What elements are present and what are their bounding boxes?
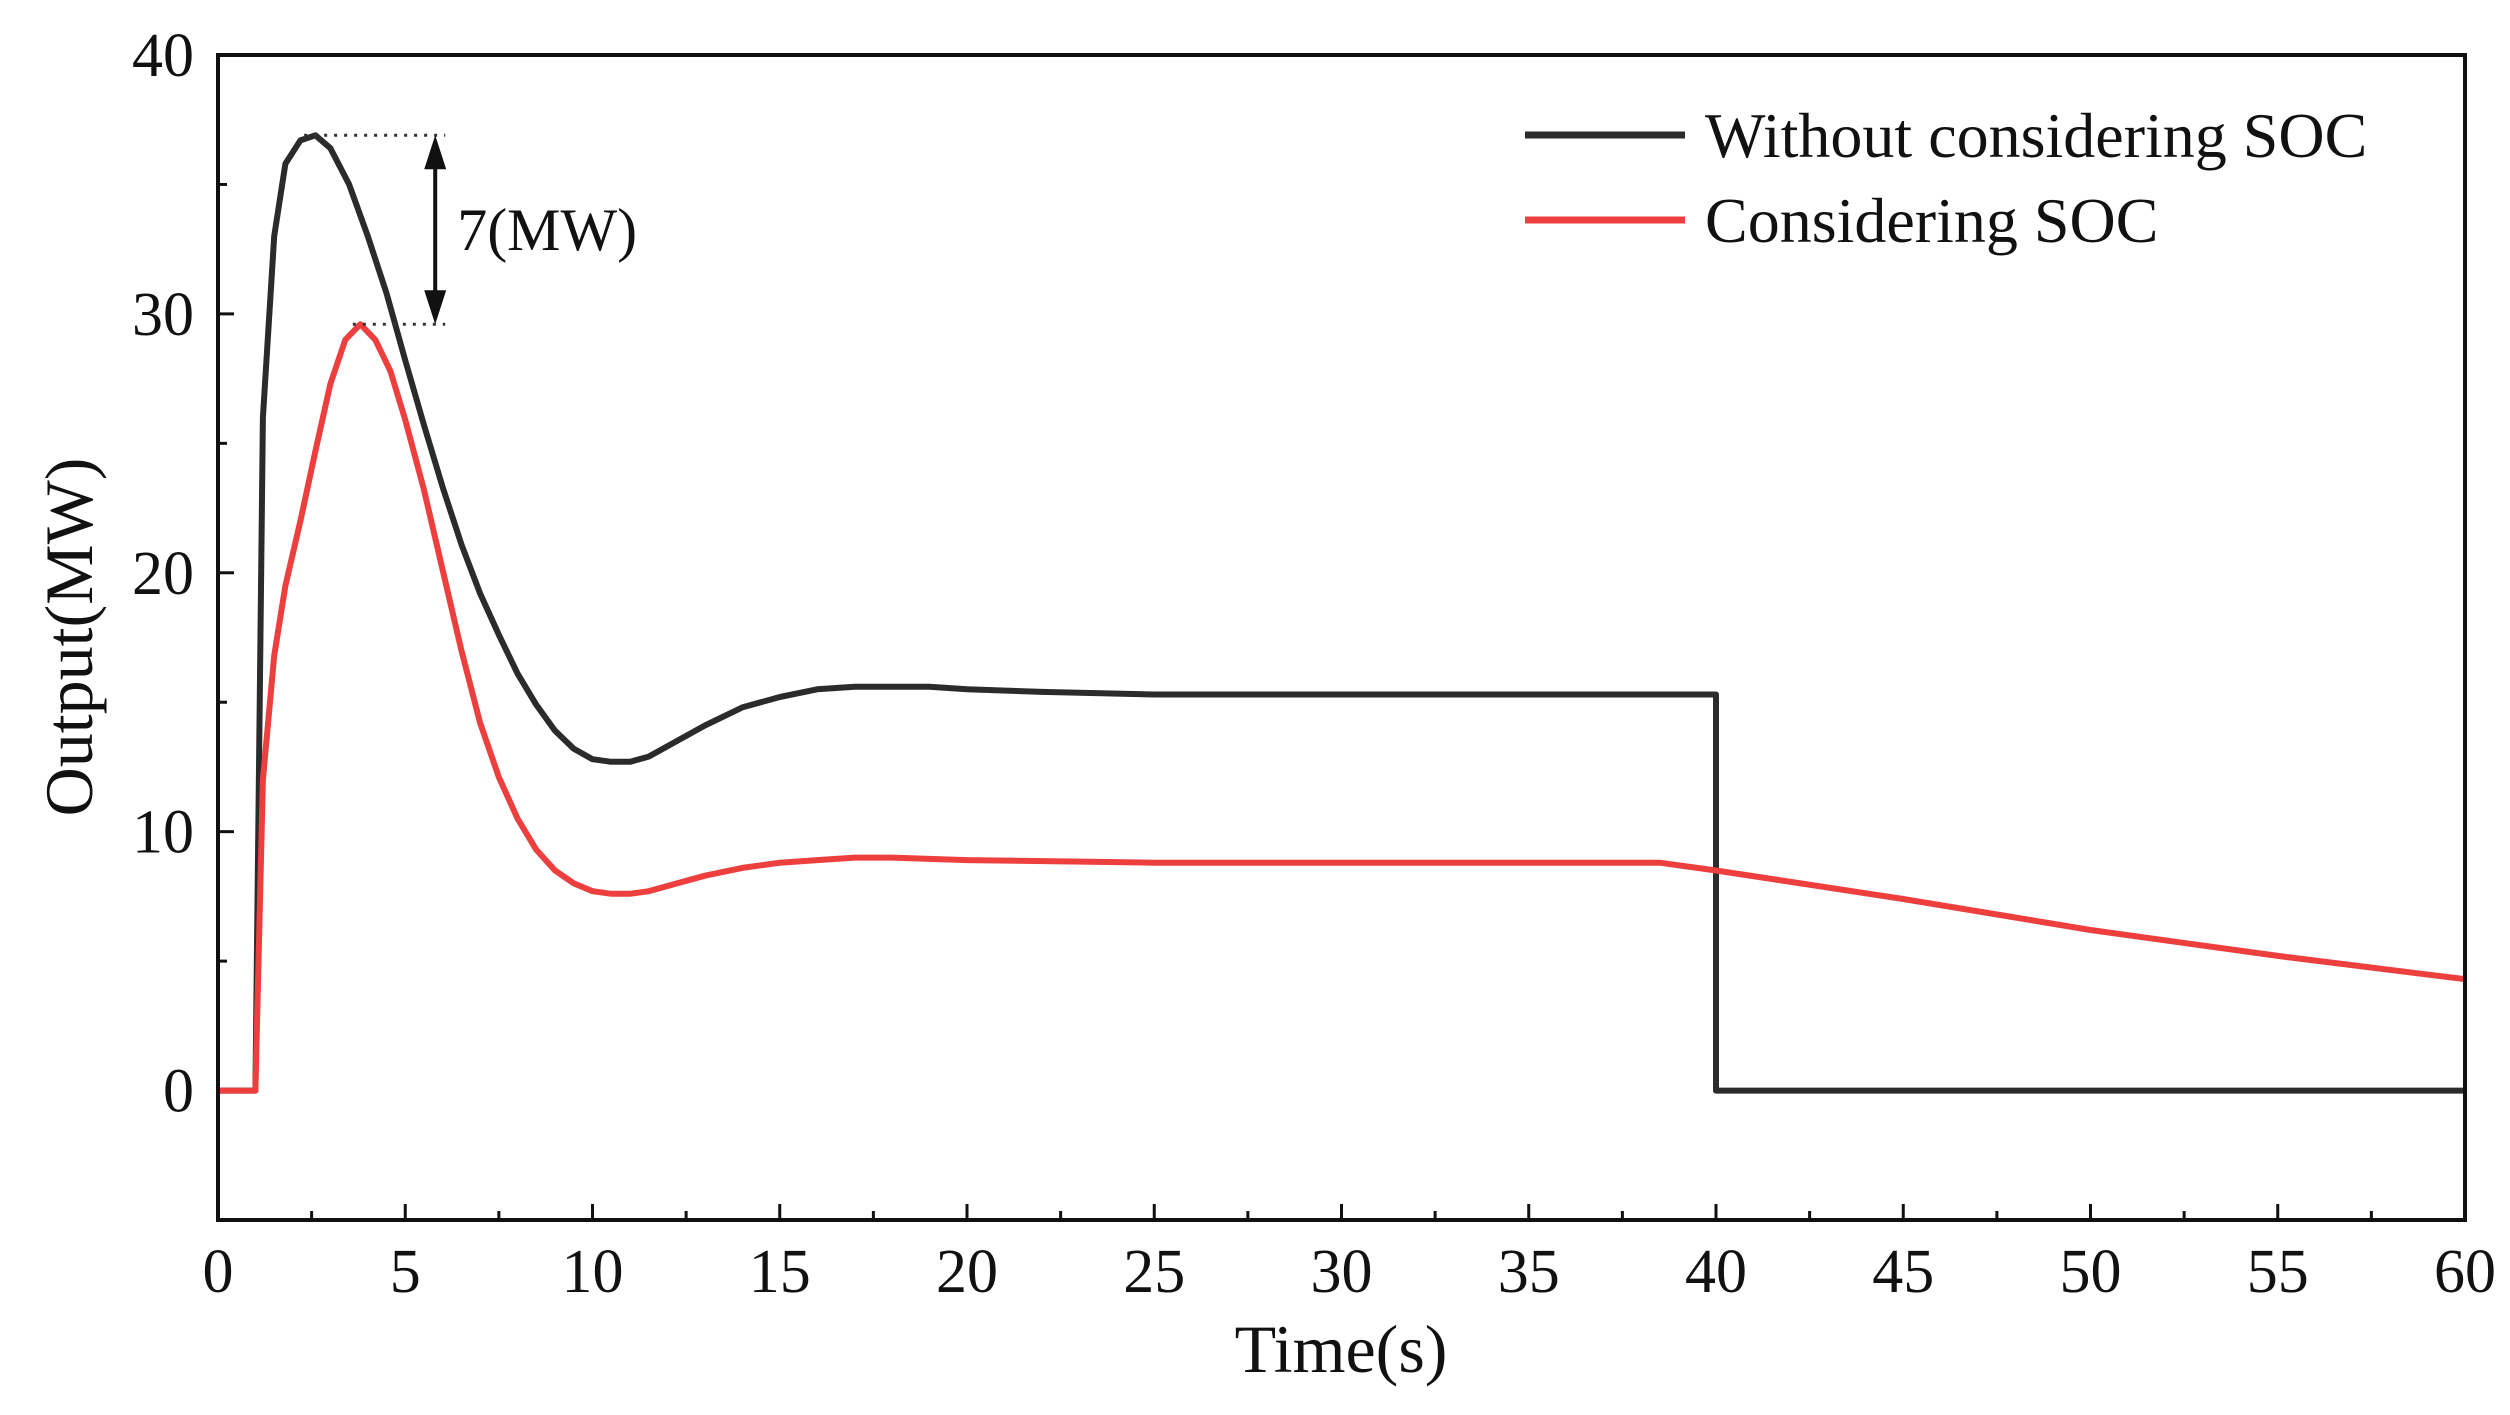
x-axis: 0 5 10 15 20 25 30 35 40 45 50 55 60 (203, 1204, 2496, 1306)
legend: Without considering SOC Considering SOC (1525, 100, 2367, 256)
y-axis: 0 10 20 30 40 (132, 22, 234, 1126)
x-tick-label: 5 (390, 1238, 421, 1306)
annotation-arrow-head-down (424, 290, 447, 325)
x-tick-label: 60 (2434, 1238, 2496, 1306)
plot-area (218, 132, 2465, 1094)
x-tick-label: 15 (749, 1238, 811, 1306)
y-tick-label: 0 (163, 1058, 194, 1126)
legend-label-without-soc: Without considering SOC (1705, 100, 2367, 171)
x-tick-label: 45 (1872, 1238, 1934, 1306)
series-line-with-soc (218, 321, 2465, 1094)
x-tick-label: 35 (1498, 1238, 1560, 1306)
y-axis-title: Output(MW) (31, 458, 107, 817)
x-tick-label: 10 (562, 1238, 624, 1306)
x-tick-label: 0 (203, 1238, 234, 1306)
y-tick-label: 30 (132, 281, 194, 349)
x-tick-label: 20 (936, 1238, 998, 1306)
x-tick-label: 55 (2247, 1238, 2309, 1306)
plot-frame (216, 53, 2467, 1222)
annotation-label: 7(MW) (457, 197, 637, 263)
y-tick-label: 10 (132, 799, 194, 867)
x-tick-label: 50 (2060, 1238, 2122, 1306)
x-tick-label: 40 (1685, 1238, 1747, 1306)
annotation-group: 7(MW) (304, 133, 637, 326)
x-tick-label: 25 (1123, 1238, 1185, 1306)
y-tick-label: 40 (132, 22, 194, 90)
x-tick-label: 30 (1311, 1238, 1373, 1306)
legend-label-with-soc: Considering SOC (1705, 185, 2158, 256)
x-axis-title: Time(s) (1235, 1311, 1448, 1387)
series-line-without-soc (218, 132, 2465, 1094)
y-tick-label: 20 (132, 540, 194, 608)
annotation-arrow-head-up (424, 135, 447, 170)
